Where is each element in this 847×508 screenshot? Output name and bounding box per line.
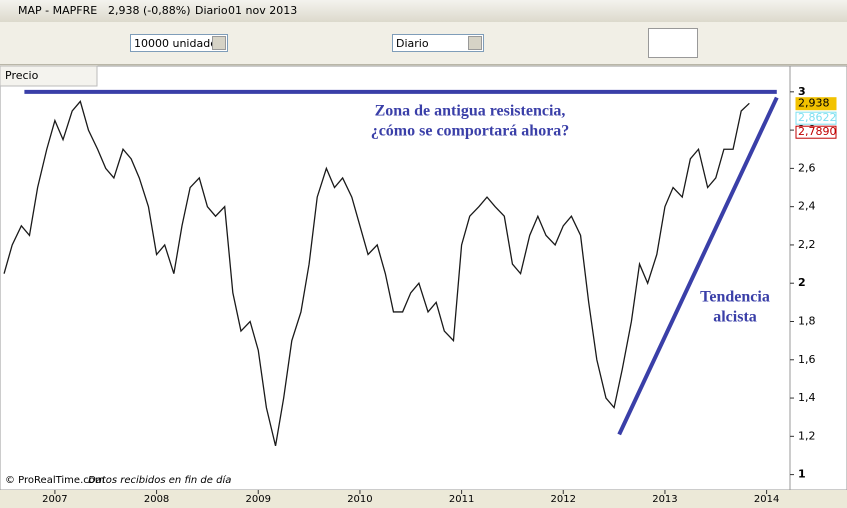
last-value-label: 2,8622 — [798, 111, 837, 124]
period: Diario — [195, 4, 228, 17]
last-value-box — [795, 111, 837, 125]
annotation: ¿cómo se comportará ahora? — [371, 123, 570, 140]
x-tick-label: 2012 — [551, 494, 576, 505]
toolbar: 10000 unidades Diario — [0, 22, 847, 65]
last-value-box — [795, 97, 837, 111]
chart: Precio © ProRealTime.com Datos recibidos… — [0, 65, 847, 508]
quote: 2,938 (-0,88%) — [108, 4, 191, 17]
price-line — [3, 100, 750, 447]
x-tick-label: 2008 — [144, 494, 169, 505]
indicator-button[interactable] — [648, 28, 698, 58]
panel-label: Precio — [5, 69, 39, 82]
panel-header — [0, 65, 98, 87]
x-tick-label: 2014 — [754, 494, 779, 505]
x-tick-label: 2011 — [449, 494, 474, 505]
symbol: MAP - MAPFRE — [18, 4, 98, 17]
last-value-box — [795, 125, 837, 139]
y-tick-label: 1,6 — [798, 353, 816, 366]
footer-note: Datos recibidos en fin de día — [88, 474, 231, 486]
y-tick-label: 1 — [798, 468, 806, 481]
y-tick-label: 2,2 — [798, 238, 816, 251]
x-axis-area — [0, 490, 847, 508]
y-tick-label: 2 — [798, 276, 806, 289]
copyright: © ProRealTime.com — [5, 475, 105, 486]
annotation: Zona de antigua resistencia, — [375, 103, 566, 120]
trend-line — [617, 96, 779, 436]
x-tick-label: 2009 — [246, 494, 271, 505]
x-tick-label: 2010 — [347, 494, 372, 505]
y-tick-label: 1,2 — [798, 429, 816, 442]
period-dropdown[interactable]: Diario — [392, 34, 484, 52]
annotation: alcista — [713, 309, 757, 326]
y-tick-label: 1,8 — [798, 314, 816, 327]
y-tick-label: 3 — [798, 85, 806, 98]
last-value-label: 2,7890 — [798, 125, 837, 138]
y-tick-label: 2,6 — [798, 161, 816, 174]
x-tick-label: 2007 — [42, 494, 67, 505]
x-tick-label: 2013 — [652, 494, 677, 505]
units: 10000 unidades — [134, 37, 223, 50]
last-value-label: 2,938 — [798, 97, 830, 110]
y-tick-label: 2,4 — [798, 200, 816, 213]
units-dropdown[interactable]: 10000 unidades — [130, 34, 228, 52]
annotation: Tendencia — [700, 289, 770, 306]
y-tick-label: 1,4 — [798, 391, 816, 404]
date: 01 nov 2013 — [228, 4, 298, 17]
title-bar: MAP - MAPFRE 2,938 (-0,88%) Diario 01 no… — [0, 0, 847, 22]
plot-area — [0, 65, 791, 491]
period: Diario — [396, 37, 429, 50]
